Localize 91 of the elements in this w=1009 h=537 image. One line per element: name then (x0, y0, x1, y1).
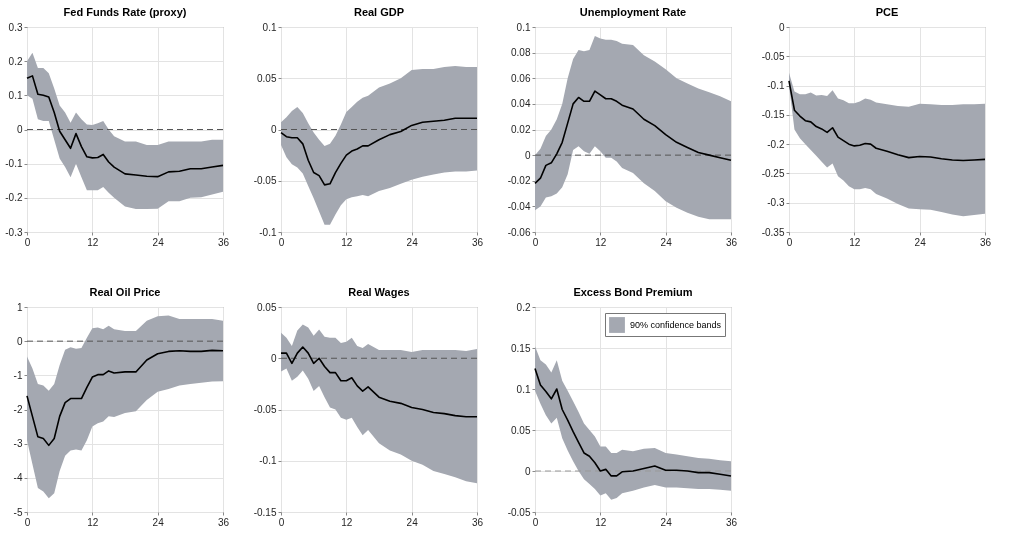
x-tick-label: 36 (471, 516, 484, 528)
y-tick-label: 0.04 (511, 98, 531, 110)
x-tick-label: 0 (532, 236, 539, 248)
chart-title: Fed Funds Rate (proxy) (63, 6, 187, 18)
chart-title: Unemployment Rate (579, 6, 687, 18)
y-tick-label: 0 (270, 124, 277, 135)
x-tick-label: 0 (278, 516, 285, 528)
y-tick-label: 0.1 (262, 21, 277, 33)
x-tick-label: 24 (660, 236, 673, 248)
y-tick-label: -0.1 (5, 158, 23, 170)
line-series (280, 117, 478, 186)
y-tick-label: 0 (16, 335, 23, 347)
y-tick-label: -0.02 (507, 175, 531, 187)
annotation: 90% confidence bands (630, 320, 722, 330)
y-tick-label: 0.05 (257, 72, 277, 84)
y-tick-label: 0.05 (257, 301, 277, 313)
y-tick-label: 0.06 (511, 72, 531, 84)
y-tick-label: -0.2 (767, 138, 785, 150)
x-tick-label: 12 (87, 236, 99, 248)
y-tick-label: -0.05 (253, 175, 277, 187)
x-tick-label: 24 (152, 516, 165, 528)
y-tick-label: -0.04 (507, 200, 531, 212)
x-tick-label: 12 (849, 236, 861, 248)
x-tick-label: 12 (87, 516, 99, 528)
line-series (280, 346, 478, 418)
x-tick-label: 36 (471, 236, 484, 248)
x-tick-label: 0 (278, 236, 285, 248)
y-tick-label: 0.3 (8, 21, 23, 33)
chart-title: Real Wages (348, 286, 410, 298)
y-tick-label: 0.1 (516, 21, 531, 33)
y-tick-label: 0.1 (8, 89, 23, 101)
x-tick-label: 36 (725, 516, 738, 528)
y-tick-label: 0.1 (516, 383, 531, 395)
y-tick-label: -0.1 (259, 455, 277, 467)
y-tick-label: -1 (13, 369, 23, 381)
x-tick-label: 36 (217, 516, 230, 528)
y-tick-label: 0.15 (511, 342, 531, 354)
y-tick-label: 0.05 (511, 424, 531, 436)
y-tick-label: -0.1 (259, 226, 277, 238)
y-tick-label: -0.15 (253, 506, 277, 518)
x-tick-label: 0 (24, 516, 31, 528)
y-tick-label: -4 (13, 472, 23, 484)
x-tick-label: 0 (786, 236, 793, 248)
y-tick-label: -0.05 (507, 506, 531, 518)
chart-title: Excess Bond Premium (573, 286, 693, 298)
y-tick-label: 0 (270, 352, 277, 364)
y-tick-label: -0.35 (761, 226, 785, 238)
y-tick-label: 0.08 (511, 47, 531, 59)
y-tick-label: -0.06 (507, 226, 531, 238)
line-series (788, 80, 986, 162)
y-tick-label: -2 (13, 404, 23, 415)
x-tick-label: 24 (914, 236, 927, 248)
x-tick-label: 36 (725, 236, 738, 248)
x-tick-label: 12 (595, 236, 607, 248)
y-tick-label: 0.2 (8, 55, 23, 67)
x-tick-label: 12 (595, 516, 607, 528)
y-tick-label: 0 (524, 465, 531, 477)
y-tick-label: 0.02 (511, 124, 531, 135)
legend-key: 90% confidence bands (605, 313, 726, 337)
y-tick-label: 0 (778, 21, 785, 33)
y-tick-label: -0.3 (5, 226, 23, 238)
y-tick-label: -5 (13, 506, 23, 518)
chart-title: Real Oil Price (89, 286, 161, 298)
y-tick-label: -0.3 (767, 197, 785, 209)
y-tick-label: -3 (13, 438, 23, 450)
y-tick-label: 1 (16, 301, 23, 313)
y-tick-label: 0 (16, 124, 23, 135)
y-tick-label: -0.25 (761, 167, 785, 179)
y-tick-label: -0.05 (253, 404, 277, 415)
x-tick-label: 0 (532, 516, 539, 528)
line-series (26, 349, 224, 447)
line-series (534, 367, 732, 477)
y-tick-label: -0.2 (5, 192, 23, 204)
x-tick-label: 36 (979, 236, 992, 248)
x-tick-label: 24 (406, 236, 419, 248)
x-tick-label: 0 (24, 236, 31, 248)
line-series (26, 75, 224, 178)
x-tick-label: 12 (341, 236, 353, 248)
line-series (534, 90, 732, 185)
x-tick-label: 24 (660, 516, 673, 528)
x-tick-label: 36 (217, 236, 230, 248)
x-tick-label: 12 (341, 516, 353, 528)
x-tick-label: 24 (152, 236, 165, 248)
y-tick-label: 0.2 (516, 301, 531, 313)
y-tick-label: -0.05 (761, 50, 785, 62)
y-tick-label: -0.15 (761, 109, 785, 121)
chart-title: PCE (875, 6, 899, 18)
y-tick-label: -0.1 (767, 80, 785, 92)
chart-title: Real GDP (353, 6, 405, 18)
y-tick-label: 0 (524, 149, 531, 161)
x-tick-label: 24 (406, 516, 419, 528)
